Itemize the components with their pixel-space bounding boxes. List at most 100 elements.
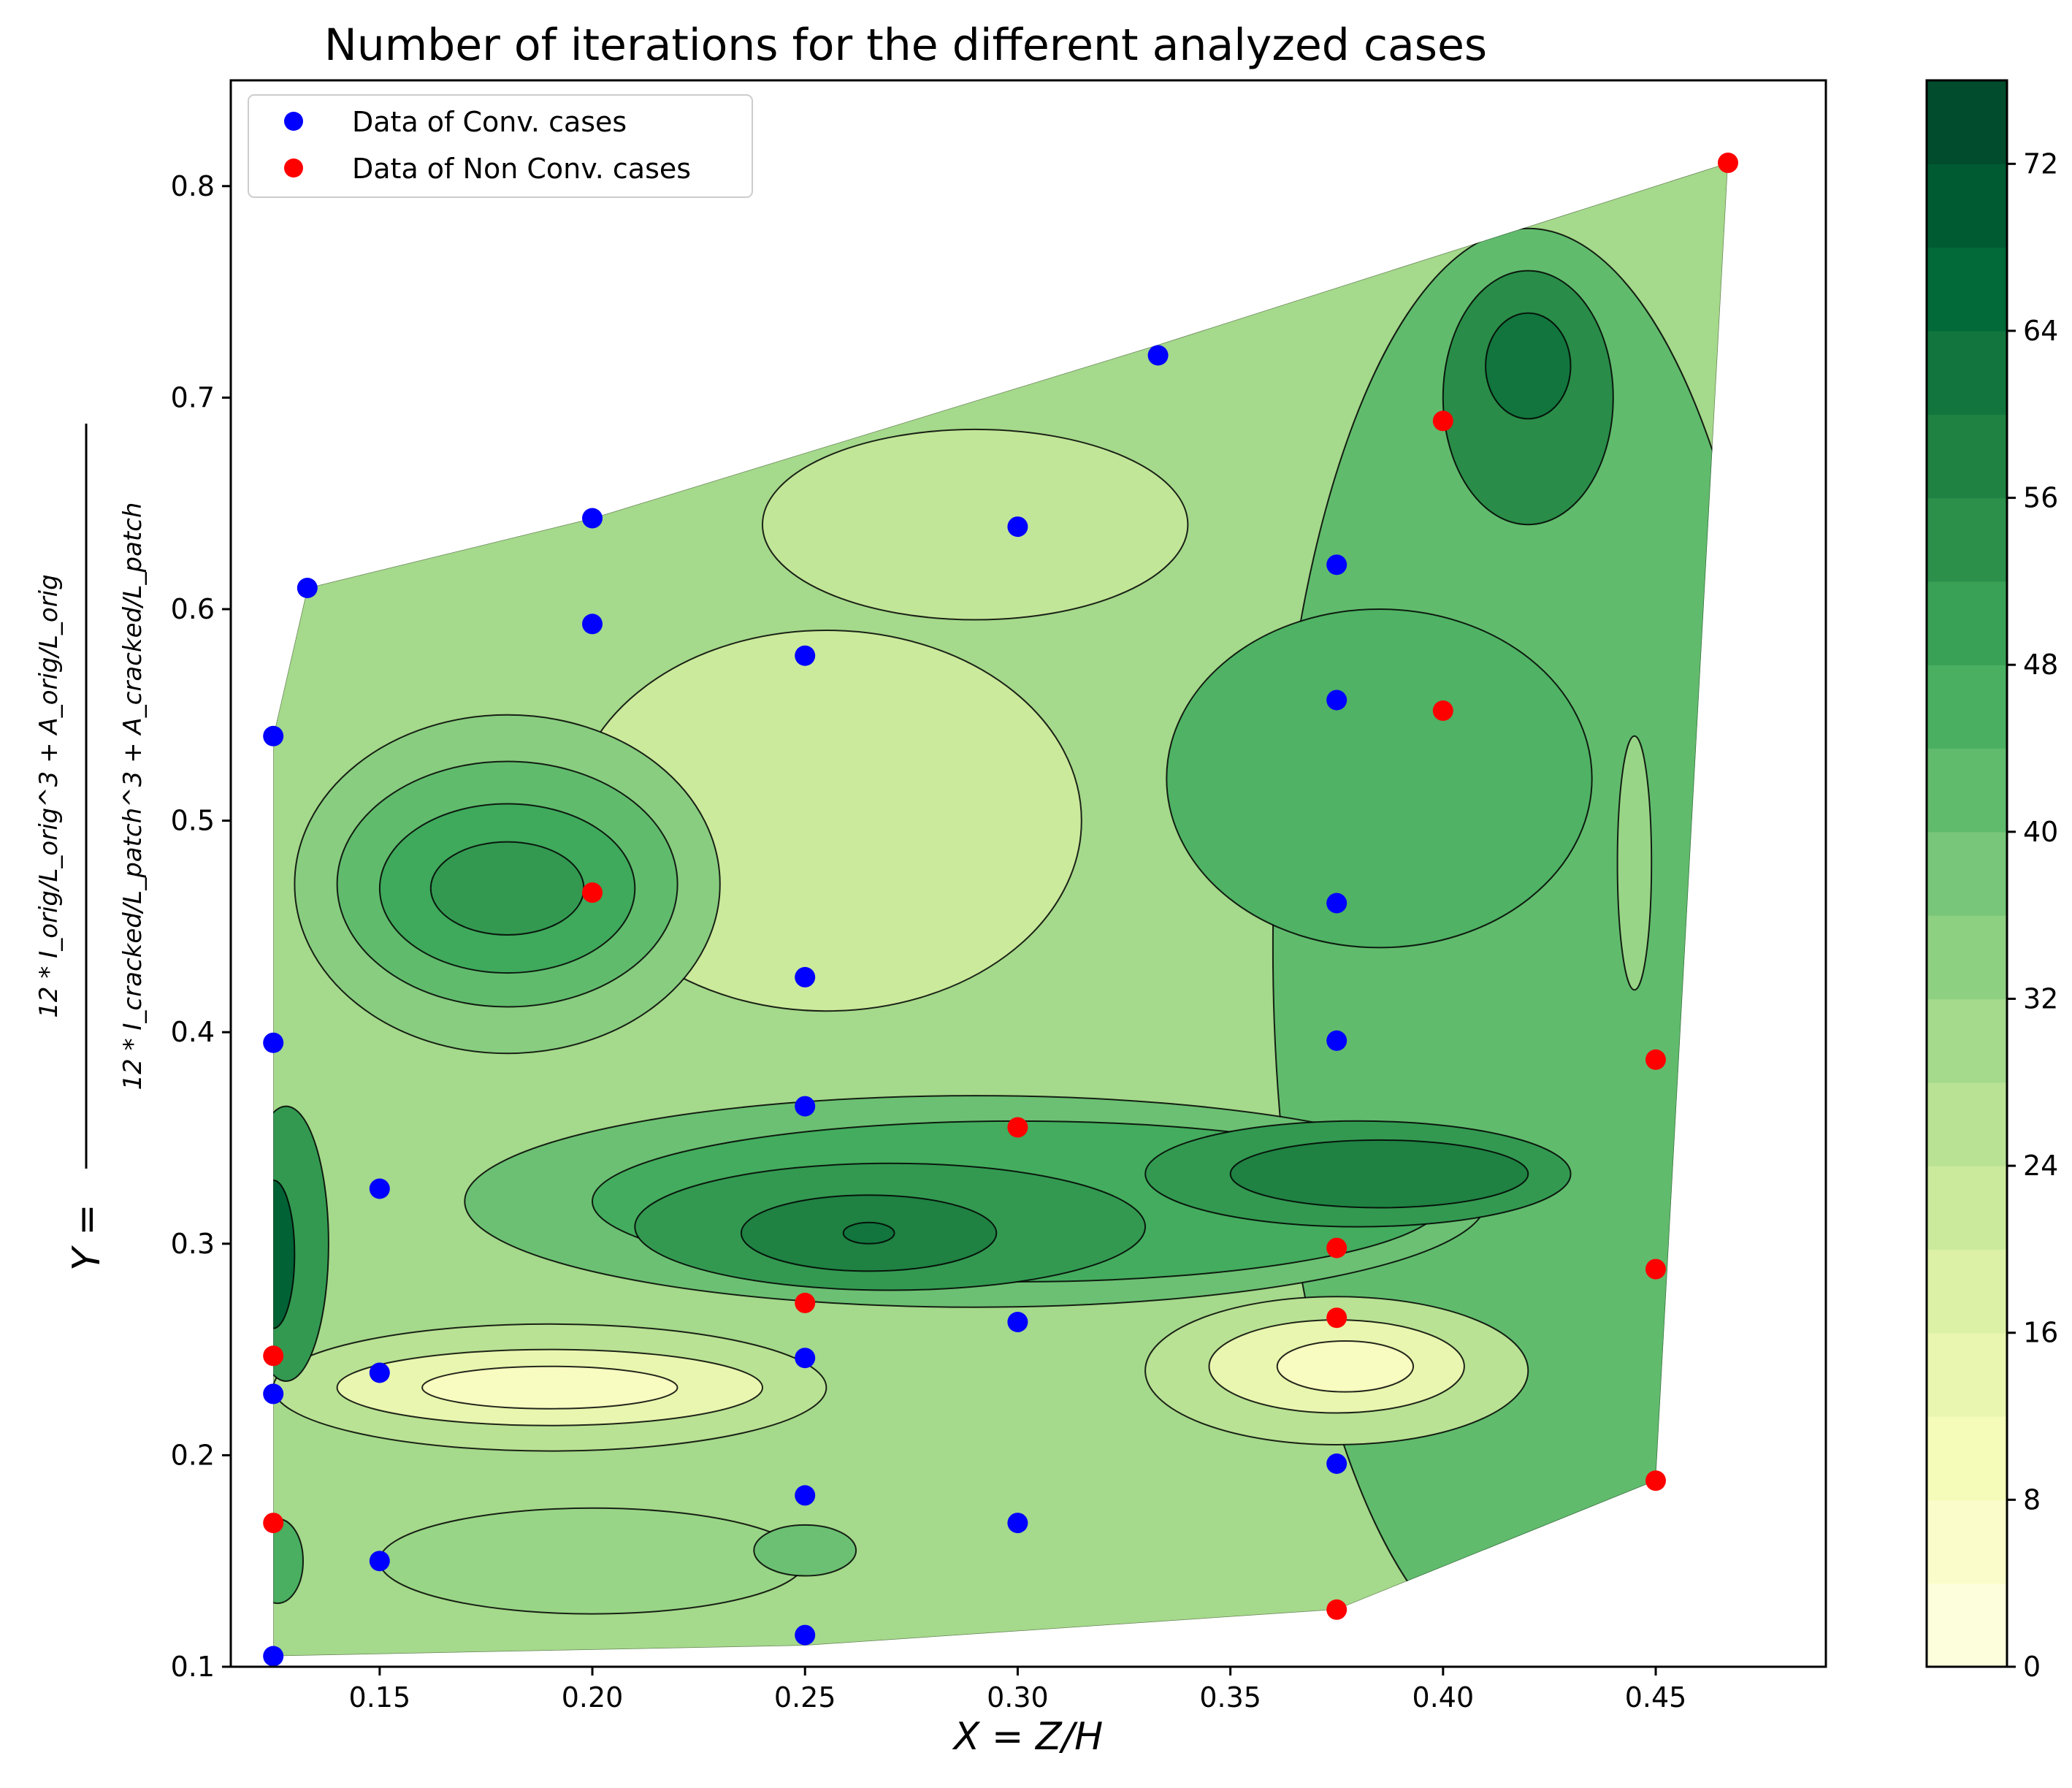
conv-point-1 <box>263 1383 284 1405</box>
y-tick-label: 0.5 <box>171 805 215 837</box>
colorbar-tick-label: 40 <box>2023 816 2058 848</box>
nonconv-point-12 <box>1645 1049 1666 1070</box>
contour-field <box>273 162 1729 1657</box>
nonconv-point-11 <box>1645 1258 1666 1280</box>
colorbar-tick-label: 16 <box>2023 1317 2058 1349</box>
colorbar-band-11 <box>1927 665 2007 749</box>
y-tick-label: 0.6 <box>171 593 215 625</box>
colorbar-tick-label: 64 <box>2023 315 2058 347</box>
conv-point-16 <box>1007 1513 1028 1534</box>
y-tick-label: 0.7 <box>171 381 215 413</box>
colorbar-band-7 <box>1927 998 2007 1083</box>
colorbar-band-9 <box>1927 831 2007 916</box>
x-tick-label: 0.30 <box>987 1681 1049 1714</box>
plot-frame <box>229 79 1827 1668</box>
contour-region-16 <box>1485 312 1572 420</box>
nonconv-point-7 <box>1326 1237 1347 1258</box>
conv-point-23 <box>1326 689 1347 711</box>
conv-point-20 <box>1326 1453 1347 1474</box>
conv-point-14 <box>795 966 816 987</box>
colorbar-band-2 <box>1927 1416 2007 1500</box>
conv-point-18 <box>1007 516 1028 538</box>
conv-point-5 <box>369 1551 390 1572</box>
nonconv-point-4 <box>1007 1117 1028 1138</box>
y-tick-label: 0.4 <box>171 1016 215 1048</box>
colorbar-band-16 <box>1927 247 2007 332</box>
x-tick-label: 0.20 <box>562 1681 624 1714</box>
nonconv-point-0 <box>263 1513 284 1534</box>
nonconv-point-8 <box>1432 700 1453 721</box>
legend-marker-nonconv <box>284 158 303 177</box>
colorbar-band-4 <box>1927 1249 2007 1334</box>
conv-point-21 <box>1326 1030 1347 1051</box>
conv-point-12 <box>795 1348 816 1369</box>
conv-point-22 <box>1326 893 1347 914</box>
colorbar-band-0 <box>1927 1583 2007 1667</box>
nonconv-point-2 <box>582 882 603 903</box>
colorbar-band-17 <box>1927 164 2007 248</box>
colorbar-tick-label: 72 <box>2023 148 2058 180</box>
contour-region-14 <box>1229 1139 1529 1209</box>
x-tick-label: 0.45 <box>1625 1681 1687 1714</box>
colorbar-tick-label: 24 <box>2023 1150 2058 1182</box>
x-tick-label: 0.25 <box>774 1681 836 1714</box>
contour-region-22 <box>1276 1340 1415 1393</box>
x-tick-label: 0.35 <box>1199 1681 1261 1714</box>
colorbar-tick-label: 56 <box>2023 482 2058 514</box>
colorbar-band-3 <box>1927 1332 2007 1417</box>
nonconv-point-1 <box>263 1345 284 1367</box>
contour-region-3 <box>762 428 1189 621</box>
conv-point-3 <box>263 725 284 746</box>
x-axis: 0.15 0.20 0.25 0.30 0.35 0.40 0.45 <box>349 1667 1687 1714</box>
contour-region-1 <box>1166 608 1593 949</box>
conv-point-10 <box>795 1624 816 1646</box>
contour-outline <box>273 162 1729 1657</box>
y-axis-label: Y = 12 * I_orig/L_orig^3 + A_orig/L_orig… <box>34 424 148 1271</box>
y-axis: 0.1 0.2 0.3 0.4 0.5 0.6 0.7 0.8 <box>171 170 231 1683</box>
colorbar-frame <box>1925 79 2008 1668</box>
nonconv-point-9 <box>1432 410 1453 432</box>
y-tick-label: 0.1 <box>171 1651 215 1683</box>
colorbar-tick-label: 32 <box>2023 982 2058 1015</box>
legend: Data of Conv. cases Data of Non Conv. ca… <box>248 94 753 198</box>
chart-title: Number of iterations for the different a… <box>324 20 1487 71</box>
conv-point-6 <box>369 1362 390 1383</box>
conv-point-17 <box>1007 1312 1028 1332</box>
conv-point-0 <box>263 1646 284 1667</box>
y-label-lhs: Y = <box>65 1204 109 1271</box>
conv-point-4 <box>297 578 318 598</box>
y-tick-label: 0.2 <box>171 1439 215 1471</box>
colorbar-tick-label: 48 <box>2023 649 2058 681</box>
nonconv-point-5 <box>1326 1599 1347 1620</box>
contour-region-12 <box>842 1221 895 1245</box>
nonconv-point-10 <box>1645 1470 1666 1491</box>
legend-box <box>248 94 753 198</box>
x-axis-label: X = Z/H <box>952 1715 1104 1759</box>
colorbar-tick-label: 0 <box>2023 1651 2041 1683</box>
colorbar-band-12 <box>1927 581 2007 665</box>
colorbar-band-13 <box>1927 497 2007 582</box>
conv-point-7 <box>369 1178 390 1199</box>
conv-point-9 <box>582 508 603 529</box>
conv-point-15 <box>795 645 816 666</box>
colorbar-band-18 <box>1927 80 2007 164</box>
colorbar-band-1 <box>1927 1499 2007 1584</box>
colorbar-band-8 <box>1927 915 2007 1000</box>
legend-label-conv: Data of Conv. cases <box>352 106 627 138</box>
y-label-numerator: 12 * I_orig/L_orig^3 + A_orig/L_orig <box>34 574 64 1017</box>
contour-region-23 <box>378 1507 806 1615</box>
colorbar-band-6 <box>1927 1082 2007 1166</box>
legend-marker-conv <box>284 112 303 131</box>
y-tick-label: 0.3 <box>171 1228 215 1260</box>
conv-point-11 <box>795 1485 816 1506</box>
contour-region-26 <box>273 1179 296 1329</box>
conv-point-19 <box>1147 345 1169 366</box>
nonconv-point-3 <box>795 1292 816 1313</box>
contour-region-19 <box>421 1365 678 1410</box>
colorbar-tick-label: 8 <box>2023 1483 2041 1516</box>
colorbar-band-14 <box>1927 414 2007 499</box>
contour-region-7 <box>429 841 585 936</box>
y-label-denominator: 12 * I_cracked/L_patch^3 + A_cracked/L_p… <box>118 503 148 1090</box>
legend-label-nonconv: Data of Non Conv. cases <box>352 153 691 185</box>
